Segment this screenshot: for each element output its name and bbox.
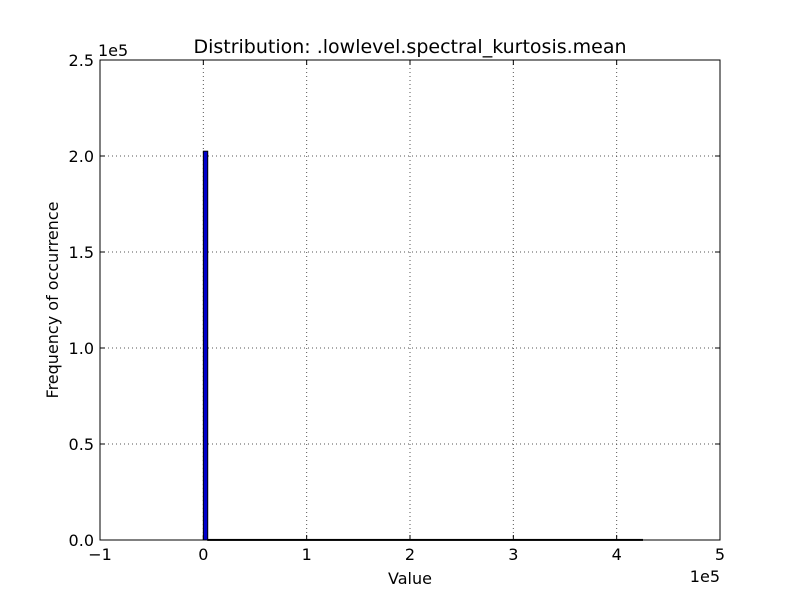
x-tick-label: 1 — [302, 545, 312, 564]
x-axis-label: Value — [388, 569, 432, 588]
y-axis-label: Frequency of occurrence — [43, 202, 62, 399]
x-tick-label: 2 — [405, 545, 415, 564]
x-tick-label: 4 — [612, 545, 622, 564]
y-offset-label: 1e5 — [98, 41, 128, 60]
y-tick-label: 0.5 — [69, 435, 94, 454]
y-tick-label: 1.5 — [69, 243, 94, 262]
grid-lines — [100, 60, 720, 540]
y-tick-label: 2.0 — [69, 147, 94, 166]
chart-title: Distribution: .lowlevel.spectral_kurtosi… — [193, 36, 626, 58]
x-tick-label: 3 — [508, 545, 518, 564]
y-tick-label: 0.0 — [69, 531, 94, 550]
x-tick-label: −1 — [88, 545, 112, 564]
x-tick-label: 0 — [198, 545, 208, 564]
x-tick-label: 5 — [715, 545, 725, 564]
ticks: −1 0 1 2 3 4 5 0.0 0.5 1.0 1.5 2.0 2.5 — [69, 51, 726, 564]
y-tick-label: 2.5 — [69, 51, 94, 70]
y-tick-label: 1.0 — [69, 339, 94, 358]
x-offset-label: 1e5 — [690, 567, 720, 586]
histogram-bar — [202, 150, 209, 541]
